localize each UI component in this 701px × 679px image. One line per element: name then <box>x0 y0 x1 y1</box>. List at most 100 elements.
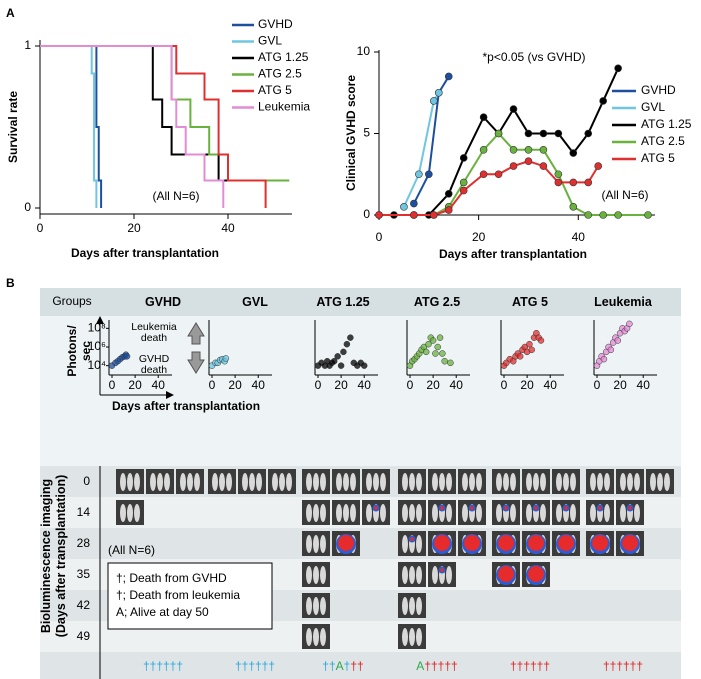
data-point <box>509 146 518 154</box>
data-point <box>539 129 548 138</box>
mouse <box>590 504 596 522</box>
mouse <box>279 473 285 491</box>
mouse <box>320 597 326 615</box>
mouse <box>503 473 509 491</box>
mouse <box>556 504 562 522</box>
data-point <box>441 357 448 365</box>
survival-curve <box>40 45 290 182</box>
y-axis-label: Bioluminescence imaging (Days after tran… <box>39 474 68 638</box>
data-point <box>526 340 533 348</box>
x-tick-label: 40 <box>252 378 266 392</box>
data-point <box>459 186 468 195</box>
mouse <box>380 504 386 522</box>
signal <box>498 566 514 582</box>
mouse <box>496 504 502 522</box>
arrow-down <box>187 351 205 374</box>
mouse <box>469 473 475 491</box>
mouse <box>462 473 468 491</box>
data-point <box>569 149 578 157</box>
mouse <box>313 597 319 615</box>
mouse <box>402 628 408 646</box>
y-tick-label: 5 <box>363 126 370 140</box>
x-tick-label: 20 <box>426 378 440 392</box>
x-tick-label: 40 <box>152 378 166 392</box>
x-tick-label: 0 <box>315 378 322 392</box>
signal <box>440 506 444 510</box>
mouse <box>526 504 532 522</box>
mouse <box>446 566 452 584</box>
signal <box>504 506 508 510</box>
data-point <box>375 211 383 219</box>
data-point <box>569 203 578 211</box>
legend-label: ATG 5 <box>641 151 675 165</box>
data-point <box>600 355 608 363</box>
mouse <box>402 566 408 584</box>
mouse <box>226 473 232 491</box>
x-tick-label: 20 <box>613 378 627 392</box>
data-point <box>479 170 488 179</box>
legend-box <box>107 562 273 630</box>
mouse <box>336 504 342 522</box>
data-point <box>539 162 548 170</box>
mouse <box>402 597 408 615</box>
signal <box>434 535 450 551</box>
annotation: *p<0.05 (vs GVHD) <box>482 50 585 64</box>
data-point <box>494 129 503 138</box>
data-point <box>434 343 441 351</box>
mouse <box>409 504 415 522</box>
data-point <box>584 178 593 187</box>
groups-label: Groups <box>52 294 91 308</box>
mouse <box>540 504 546 522</box>
mouse <box>366 504 372 522</box>
outcome: †††††† <box>510 659 550 673</box>
x-tick-label: 20 <box>334 378 348 392</box>
data-point <box>422 348 430 356</box>
mouse <box>350 473 356 491</box>
mouse <box>306 628 312 646</box>
annotation: (All N=6) <box>152 189 199 203</box>
signal <box>534 506 538 510</box>
header-band <box>40 288 681 316</box>
row-label: 28 <box>77 536 91 550</box>
mouse <box>416 566 422 584</box>
mouse <box>570 504 576 522</box>
data-point <box>439 350 446 357</box>
plot-band <box>40 316 681 466</box>
data-point <box>343 340 351 348</box>
y-axis-label: Survival rate <box>6 91 20 163</box>
data-point <box>434 88 443 97</box>
mouse <box>402 473 408 491</box>
data-point <box>537 337 545 344</box>
row-label: 49 <box>77 629 91 643</box>
data-point <box>524 129 533 138</box>
mouse <box>620 504 626 522</box>
mouse <box>306 473 312 491</box>
mouse <box>462 504 468 522</box>
outcome-mark: ††††† <box>424 659 457 673</box>
note: (All N=6) <box>108 543 155 557</box>
signal <box>498 535 514 551</box>
mouse <box>409 628 415 646</box>
mouse <box>432 566 438 584</box>
data-point <box>444 190 453 198</box>
row-label: 14 <box>77 505 91 519</box>
mouse <box>416 597 422 615</box>
legend-label: GVL <box>258 34 282 48</box>
x-tick-label: 0 <box>501 378 508 392</box>
mouse <box>320 535 326 553</box>
data-point <box>334 353 341 360</box>
data-point <box>599 97 607 105</box>
legend-label: GVL <box>641 100 665 114</box>
data-point <box>599 211 607 219</box>
mouse <box>590 473 596 491</box>
outcome: †††††† <box>143 659 183 673</box>
data-point <box>123 353 131 360</box>
mouse <box>373 473 379 491</box>
outcome-mark: †††††† <box>603 659 643 673</box>
mouse <box>306 535 312 553</box>
mouse <box>350 504 356 522</box>
panel-label: B <box>6 276 15 290</box>
legend-label: ATG 2.5 <box>258 67 302 81</box>
x-tick-label: 20 <box>520 378 534 392</box>
outcome-mark: A <box>416 659 424 673</box>
